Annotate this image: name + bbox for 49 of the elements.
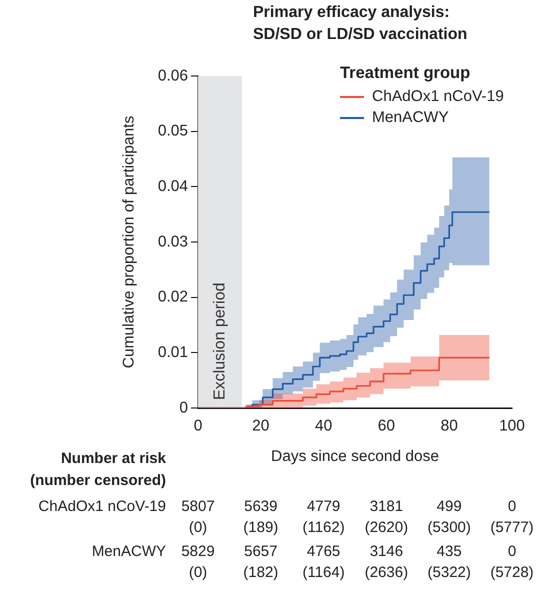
text: 4765 (306, 543, 340, 560)
text: 5829 (181, 543, 215, 560)
y-tick-label: 0 (179, 399, 188, 416)
text: (0) (188, 564, 208, 581)
legend-label: ChAdOx1 nCoV-19 (372, 88, 504, 106)
text: (5777) (490, 519, 534, 536)
y-tick-label: 0.01 (158, 344, 188, 361)
text: Number at risk (60, 450, 166, 467)
x-axis-title: Days since second dose (270, 448, 440, 465)
text: 5639 (244, 498, 278, 515)
y-tick-label: 0.04 (158, 178, 188, 195)
y-tick-label: 0.05 (158, 122, 188, 140)
chart-subtitle: SD/SD or LD/SD vaccination (253, 26, 468, 44)
chart-title: Primary efficacy analysis: (253, 4, 450, 22)
text: 3146 (370, 543, 404, 560)
text: (182) (243, 564, 278, 581)
text: (number censored) (30, 472, 166, 489)
text: (0) (188, 519, 208, 536)
y-tick-label: 0.02 (158, 288, 188, 306)
legend-label: MenACWY (372, 108, 449, 126)
text: (2620) (364, 519, 408, 536)
x-tick-label: 0 (194, 418, 203, 435)
text: (1164) (302, 564, 345, 581)
text: (5300) (428, 519, 471, 536)
text: 5657 (244, 543, 278, 560)
text: ChAdOx1 nCoV-19 (38, 498, 166, 515)
text: 0 (508, 498, 516, 515)
x-tick-label: 40 (314, 418, 333, 435)
text: (5728) (490, 564, 534, 581)
text: 4779 (306, 498, 340, 515)
x-tick-label: 20 (252, 418, 270, 435)
y-tick-label: 0.06 (158, 67, 188, 84)
y-tick-label: 0.03 (158, 233, 188, 250)
legend-title: Treatment group (340, 64, 472, 83)
text: (2636) (364, 564, 408, 581)
text: (189) (243, 519, 278, 536)
x-tick-label: 80 (440, 418, 458, 435)
text: 499 (436, 498, 462, 515)
text: 5807 (181, 498, 215, 515)
text: (5322) (428, 564, 471, 581)
text: 0 (508, 543, 516, 560)
x-tick-label: 100 (499, 418, 526, 435)
text: (1162) (302, 519, 345, 536)
text: 435 (436, 543, 462, 560)
band-label: Exclusion period (211, 282, 228, 400)
y-axis-title: Cumulative proportion of participants (120, 116, 138, 368)
text: MenACWY (92, 543, 166, 560)
x-tick-label: 60 (378, 418, 396, 435)
text: 3181 (370, 498, 404, 515)
